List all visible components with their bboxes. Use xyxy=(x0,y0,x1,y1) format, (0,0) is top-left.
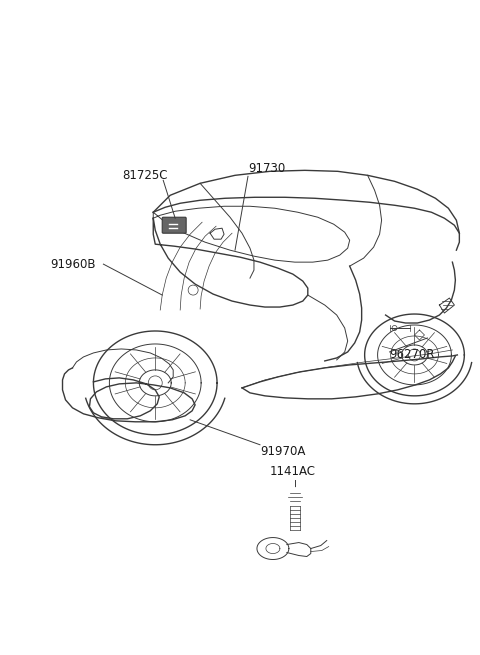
Text: 96270R: 96270R xyxy=(390,348,435,362)
FancyBboxPatch shape xyxy=(162,217,186,233)
Text: 91730: 91730 xyxy=(248,162,285,175)
Circle shape xyxy=(286,488,304,506)
Text: 91970A: 91970A xyxy=(260,445,305,458)
Text: 1141AC: 1141AC xyxy=(270,465,316,478)
Text: 81725C: 81725C xyxy=(122,169,168,182)
Text: 91960B: 91960B xyxy=(50,257,96,271)
